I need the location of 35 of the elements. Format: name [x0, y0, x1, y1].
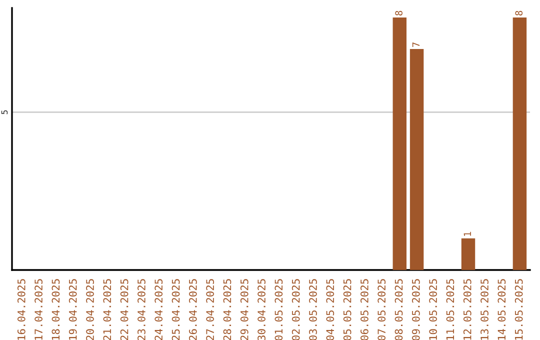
x-tick-label: 25.04.2025 — [172, 279, 180, 340]
x-tick-label: 29.04.2025 — [240, 279, 248, 340]
x-tick-label: 27.04.2025 — [206, 279, 214, 340]
x-tick-label: 14.05.2025 — [498, 279, 506, 340]
x-tick-label: 17.04.2025 — [34, 279, 42, 340]
data-label: 1 — [464, 232, 471, 236]
x-tick-label: 06.05.2025 — [360, 279, 368, 340]
x-tick-label: 05.05.2025 — [343, 279, 352, 340]
x-tick-label: 30.04.2025 — [258, 279, 266, 340]
x-tick-label: 13.05.2025 — [480, 279, 488, 340]
x-tick-label: 15.05.2025 — [514, 279, 523, 340]
x-tick-label: 02.05.2025 — [292, 279, 300, 340]
x-tick-label: 10.05.2025 — [429, 279, 437, 340]
x-tick-label: 19.04.2025 — [68, 279, 77, 340]
x-tick-label: 03.05.2025 — [309, 279, 317, 340]
x-tick-label: 18.04.2025 — [52, 279, 60, 340]
data-label: 8 — [395, 10, 402, 16]
x-tick-label: 24.04.2025 — [154, 279, 163, 340]
x-tick-label: 28.04.2025 — [223, 279, 232, 340]
x-tick-label: 09.05.2025 — [412, 279, 420, 340]
x-tick-label: 12.05.2025 — [463, 279, 472, 340]
y-tick-label: 5 — [1, 110, 8, 114]
x-tick-label: 11.05.2025 — [446, 279, 454, 340]
data-label: 8 — [515, 10, 523, 16]
x-tick-label: 21.04.2025 — [103, 279, 112, 340]
x-tick-label: 23.04.2025 — [138, 279, 146, 340]
x-tick-label: 22.04.2025 — [120, 279, 128, 340]
x-tick-label: 07.05.2025 — [378, 279, 386, 340]
x-tick-label: 01.05.2025 — [274, 279, 283, 340]
x-tick-label: 26.04.2025 — [188, 279, 197, 340]
x-tick-label: 08.05.2025 — [394, 279, 403, 340]
x-tick-label: 16.04.2025 — [17, 279, 26, 340]
x-tick-label: 04.05.2025 — [326, 279, 334, 340]
x-tick-label: 20.04.2025 — [86, 279, 94, 340]
data-label: 7 — [412, 42, 420, 47]
